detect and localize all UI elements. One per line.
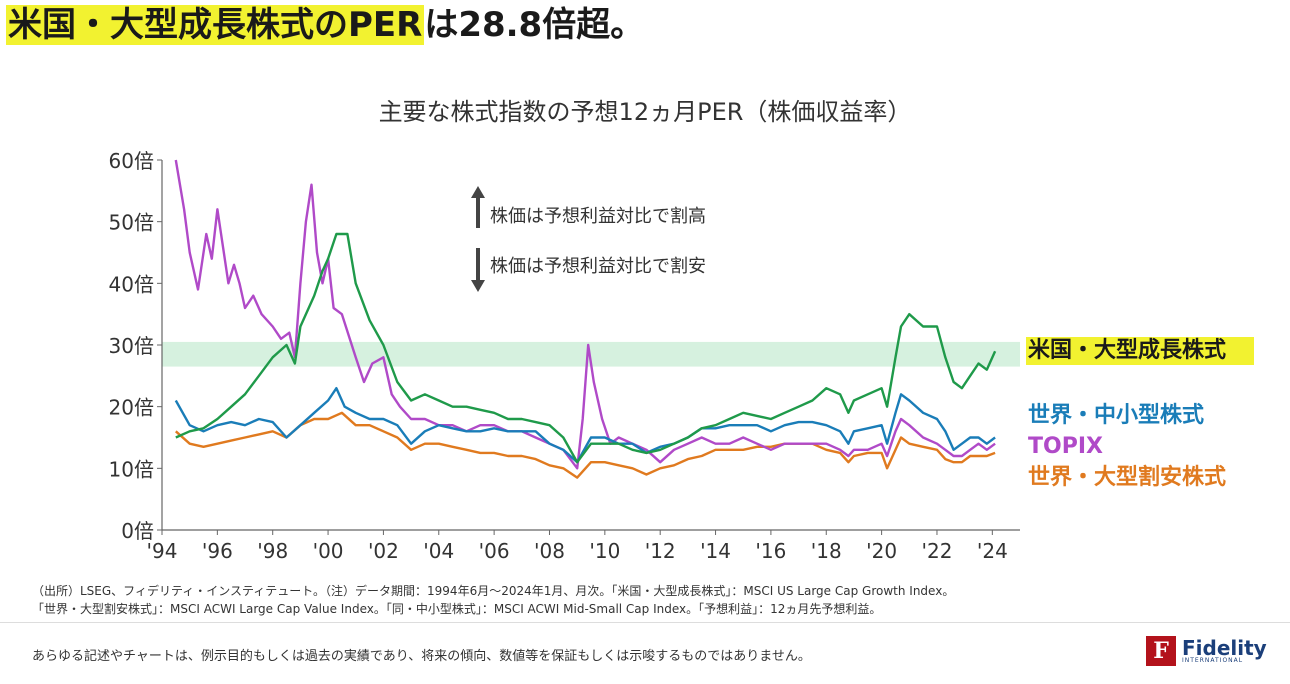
headline-rest: は28.8倍超。 xyxy=(424,5,645,45)
fidelity-logo-name: Fidelity xyxy=(1182,636,1267,660)
footer-divider xyxy=(0,622,1290,623)
x-tick-label: '08 xyxy=(534,539,565,563)
source-note-line-2: 「世界・大型割安株式」：MSCI ACWI Large Cap Value In… xyxy=(32,602,882,616)
x-tick-label: '06 xyxy=(479,539,510,563)
series-label-bg-0 xyxy=(1026,337,1254,365)
x-tick-label: '24 xyxy=(977,539,1008,563)
fidelity-logo-mark: F xyxy=(1146,636,1176,666)
x-tick-label: '10 xyxy=(589,539,620,563)
series-line-3 xyxy=(175,411,996,479)
down-arrow-icon xyxy=(471,248,485,292)
y-tick-label: 30倍 xyxy=(109,334,154,358)
x-tick-label: '16 xyxy=(755,539,786,563)
fidelity-logo: F Fidelity INTERNATIONAL xyxy=(1146,636,1267,666)
x-tick-label: '00 xyxy=(313,539,344,563)
x-tick-label: '12 xyxy=(645,539,676,563)
per-line-chart: 0倍 10倍 20倍 30倍 40倍 50倍 60倍 '94 '96 '98 '00 '02 '04 '0… xyxy=(109,149,1254,563)
annotation-overvalued: 株価は予想利益対比で割高 xyxy=(490,206,706,227)
series-label-2: TOPIX xyxy=(1028,434,1103,459)
y-tick-label: 0倍 xyxy=(121,519,154,543)
chart-title: 主要な株式指数の予想12ヵ月PER（株価収益率） xyxy=(378,98,912,126)
headline: 米国・大型成長株式のPERは28.8倍超。 xyxy=(6,2,644,48)
x-tick-label: '04 xyxy=(423,539,454,563)
y-tick-label: 20倍 xyxy=(109,396,154,420)
annotation-undervalued: 株価は予想利益対比で割安 xyxy=(490,256,706,277)
series-line-0 xyxy=(175,232,997,464)
x-tick-label: '98 xyxy=(257,539,288,563)
y-tick-label: 10倍 xyxy=(109,457,154,481)
source-note-line-1: （出所）LSEG、フィデリティ・インスティテュート。（注）データ期間：1994年… xyxy=(32,584,955,598)
x-tick-label: '22 xyxy=(921,539,952,563)
fidelity-logo-sub: INTERNATIONAL xyxy=(1182,657,1244,664)
x-tick-label: '94 xyxy=(147,539,178,563)
series-label-0: 米国・大型成長株式 xyxy=(1028,338,1226,363)
disclaimer: あらゆる記述やチャートは、例示目的もしくは過去の実績であり、将来の傾向、数値等を… xyxy=(32,649,811,664)
x-tick-label: '02 xyxy=(368,539,399,563)
x-tick-label: '96 xyxy=(202,539,233,563)
series-label-3: 世界・大型割安株式 xyxy=(1028,464,1226,490)
y-tick-label: 40倍 xyxy=(109,272,154,296)
headline-highlight: 米国・大型成長株式のPER xyxy=(6,5,425,45)
y-tick-label: 60倍 xyxy=(109,149,154,173)
x-tick-label: '20 xyxy=(866,539,897,563)
series-label-1: 世界・中小型株式 xyxy=(1028,403,1204,428)
y-tick-label: 50倍 xyxy=(109,211,154,235)
series-line-2 xyxy=(174,159,996,470)
x-tick-label: '14 xyxy=(700,539,731,563)
up-arrow-icon xyxy=(471,186,485,228)
x-tick-label: '18 xyxy=(811,539,842,563)
